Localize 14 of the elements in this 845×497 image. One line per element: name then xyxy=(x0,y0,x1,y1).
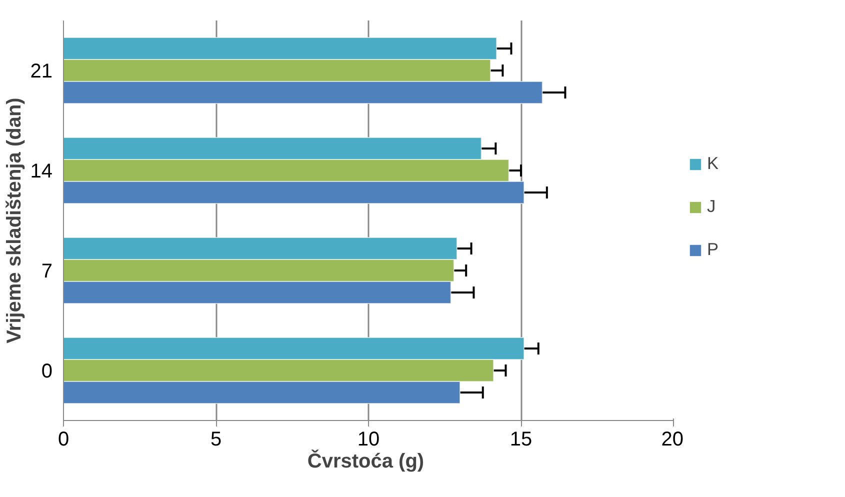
legend-label: P xyxy=(707,239,720,260)
y-tick-label: 7 xyxy=(41,260,52,282)
y-tick-label: 14 xyxy=(30,160,53,182)
x-tick-label: 20 xyxy=(661,428,684,450)
x-tick-label: 15 xyxy=(510,428,532,450)
x-axis-title: Čvrstoća (g) xyxy=(307,450,424,472)
x-tick-label: 10 xyxy=(357,428,380,450)
legend-label: K xyxy=(707,153,720,174)
y-tick-label: 21 xyxy=(30,60,53,82)
x-tick-label: 0 xyxy=(58,428,70,450)
y-tick-label: 0 xyxy=(41,360,52,382)
x-tick-label: 5 xyxy=(210,428,222,450)
y-axis-title: Vrijeme skladištenja (dan) xyxy=(3,98,26,344)
legend-label: J xyxy=(707,196,717,217)
